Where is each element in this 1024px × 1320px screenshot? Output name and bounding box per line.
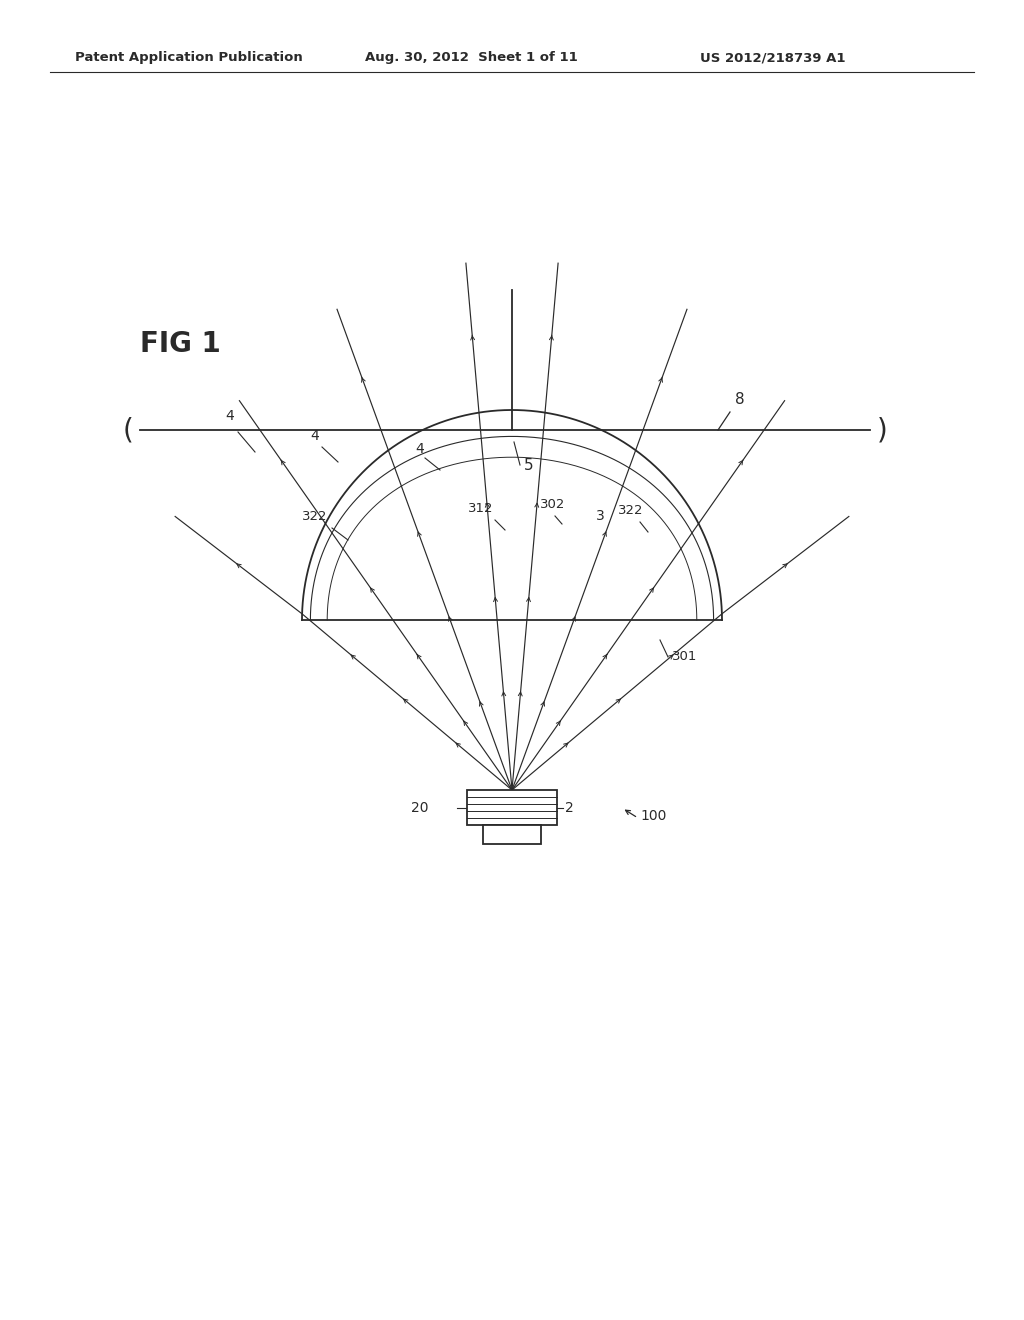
Text: FIG 1: FIG 1 xyxy=(140,330,221,358)
Text: 20: 20 xyxy=(412,800,429,814)
Text: Patent Application Publication: Patent Application Publication xyxy=(75,51,303,65)
Text: 322: 322 xyxy=(302,510,328,523)
Bar xyxy=(467,789,557,825)
Text: 4: 4 xyxy=(310,429,318,444)
Text: 322: 322 xyxy=(618,504,643,517)
Text: (: ( xyxy=(123,416,133,444)
Bar xyxy=(482,825,542,845)
Text: 302: 302 xyxy=(540,498,565,511)
Text: 5: 5 xyxy=(524,458,534,473)
Text: Aug. 30, 2012  Sheet 1 of 11: Aug. 30, 2012 Sheet 1 of 11 xyxy=(365,51,578,65)
Text: 312: 312 xyxy=(468,502,494,515)
Text: 2: 2 xyxy=(565,800,573,814)
Text: ): ) xyxy=(877,416,888,444)
Text: 4: 4 xyxy=(225,409,233,422)
Text: 301: 301 xyxy=(672,649,697,663)
Text: 3: 3 xyxy=(596,510,605,523)
Text: 8: 8 xyxy=(735,392,744,408)
Text: 4: 4 xyxy=(415,442,424,455)
Text: US 2012/218739 A1: US 2012/218739 A1 xyxy=(700,51,846,65)
Text: 100: 100 xyxy=(640,809,667,822)
